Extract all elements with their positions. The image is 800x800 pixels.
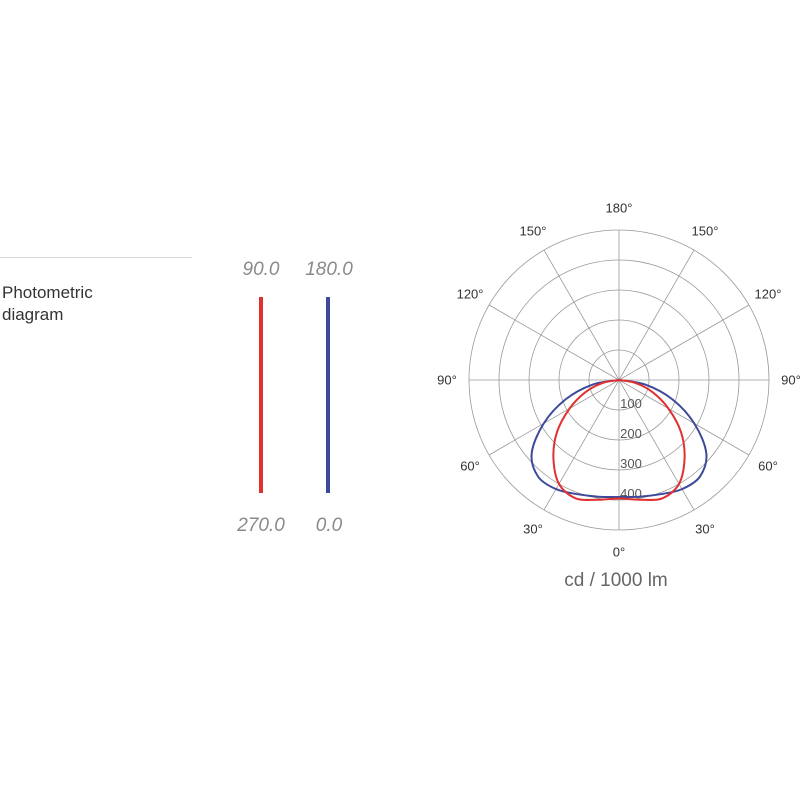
radial-tick-label: 200: [620, 426, 642, 441]
angle-label: 60°: [460, 459, 480, 474]
plane-b-top-label: 180.0: [305, 259, 353, 280]
angle-label: 90°: [781, 373, 800, 388]
angle-label: 0°: [613, 545, 625, 560]
angle-label: 180°: [606, 201, 633, 216]
intensity-curve-1: [530, 378, 708, 499]
plane-a-line: [259, 297, 263, 493]
plane-b-line: [326, 297, 330, 493]
grid-spoke: [543, 379, 620, 511]
unit-label: cd / 1000 lm: [564, 570, 668, 591]
intensity-curve-2: [552, 378, 686, 501]
section-title: Photometric diagram: [2, 283, 93, 324]
angle-label: 30°: [695, 521, 715, 536]
grid-spoke: [488, 379, 620, 456]
section-divider: [0, 257, 192, 258]
radial-tick-label: 100: [620, 396, 642, 411]
angle-label: 90°: [437, 373, 457, 388]
angle-label: 150°: [692, 224, 719, 239]
grid-spoke: [618, 379, 750, 456]
grid-spoke: [543, 249, 620, 381]
angle-label: 120°: [457, 287, 484, 302]
grid-spoke: [618, 304, 750, 381]
grid-spoke: [488, 304, 620, 381]
plane-b-bottom-label: 0.0: [315, 515, 343, 536]
angle-label: 30°: [523, 521, 543, 536]
angle-label: 150°: [520, 224, 547, 239]
plane-a-bottom-label: 270.0: [237, 515, 285, 536]
angle-label: 120°: [755, 287, 782, 302]
plane-a-top-label: 90.0: [242, 259, 280, 280]
radial-tick-label: 300: [620, 456, 642, 471]
angle-label: 60°: [758, 459, 778, 474]
grid-spoke: [618, 249, 695, 381]
